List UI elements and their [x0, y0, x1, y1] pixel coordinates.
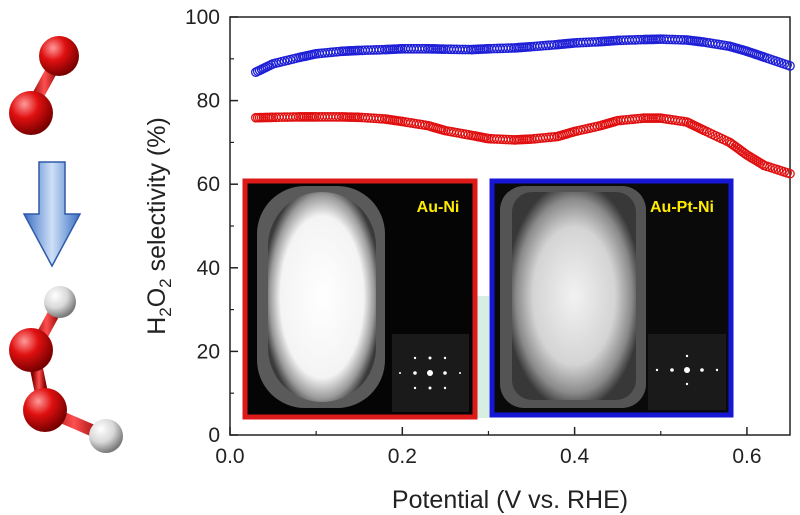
x-tick-label: 0.2: [388, 445, 417, 468]
h2o2-molecule: [9, 286, 123, 453]
data-point: [460, 44, 471, 55]
data-point: [632, 34, 643, 45]
inset-au-pt-ni: Au-Pt-Ni: [489, 178, 734, 418]
x-axis-title: Potential (V vs. RHE): [392, 486, 628, 514]
series-0: [250, 34, 795, 78]
series-1: [250, 112, 795, 179]
fft-spots: [399, 356, 461, 390]
oxygen-atom: [23, 388, 67, 432]
data-point: [785, 61, 795, 71]
background-band: [476, 296, 489, 418]
data-point: [589, 37, 600, 47]
hydrogen-atom: [89, 419, 123, 453]
oxygen-atom: [39, 36, 79, 76]
axis-layer: 0.0 0.2 0.4 0.6 0 20 40 60 80 100: [185, 6, 762, 468]
inset-au-ni: Au-Ni: [242, 178, 478, 420]
oxygen-atom: [9, 328, 53, 372]
oxygen-atom: [9, 91, 53, 135]
x-tick-label: 0.6: [732, 445, 761, 468]
data-point: [503, 134, 514, 145]
data-point: [374, 113, 385, 124]
y-tick-label: 60: [197, 173, 220, 196]
inset-label: Au-Pt-Ni: [650, 199, 714, 216]
data-point: [417, 43, 428, 54]
data-point: [331, 46, 342, 57]
fft-spots: [655, 354, 719, 386]
x-tick-label: 0.4: [560, 445, 590, 468]
data-point: [288, 112, 299, 122]
y-tick-label: 0: [208, 424, 220, 447]
down-arrow-icon: [22, 161, 82, 268]
data-point: [546, 40, 557, 50]
y-axis-title: H2O2 selectivity (%): [143, 117, 175, 335]
y-tick-label: 80: [197, 90, 220, 113]
y-tick-label: 40: [197, 257, 220, 280]
data-point: [374, 44, 385, 55]
inset-label: Au-Ni: [417, 199, 460, 216]
data-point: [331, 112, 342, 122]
hydrogen-atom: [44, 286, 76, 318]
y-tick-label: 100: [185, 6, 220, 29]
o2-molecule: [9, 36, 79, 135]
data-point: [503, 43, 514, 53]
data-point: [676, 34, 686, 45]
series-layer: [250, 34, 795, 179]
y-tick-label: 20: [197, 340, 220, 363]
x-tick-label: 0.0: [215, 445, 244, 468]
data-point: [785, 168, 795, 179]
data-point: [632, 113, 643, 124]
